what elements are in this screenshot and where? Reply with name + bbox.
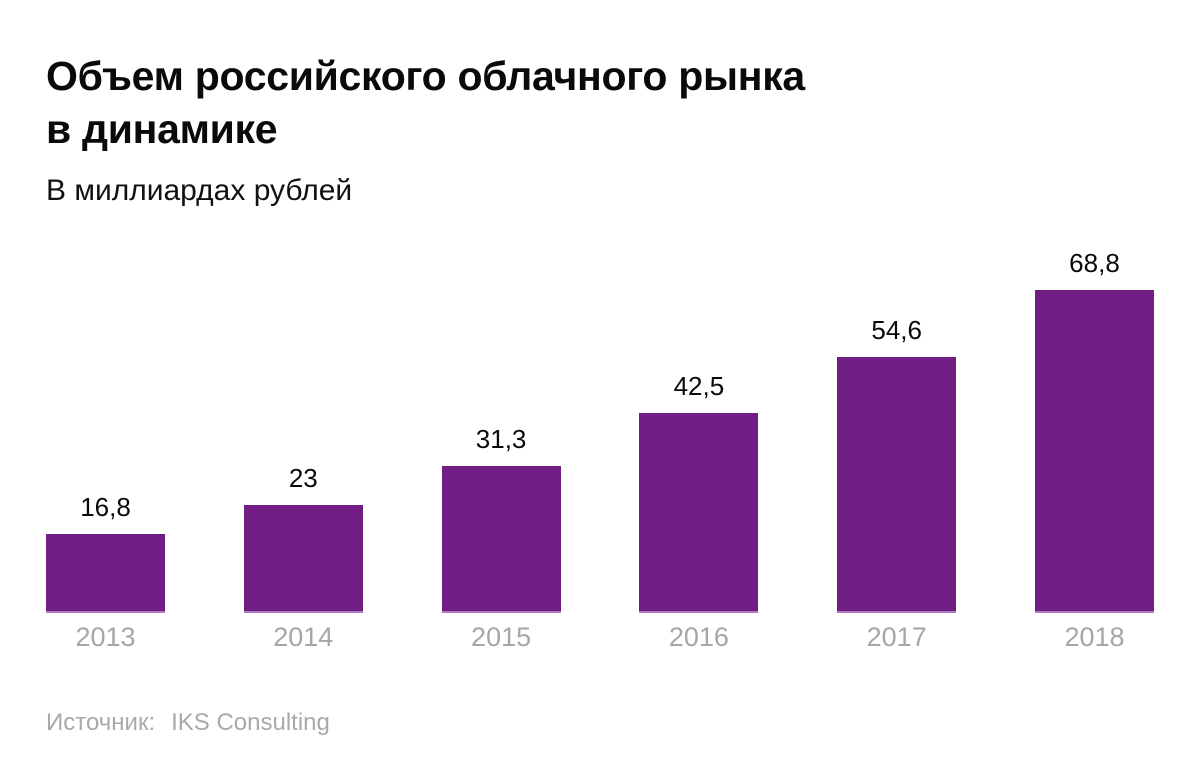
bar-2017 xyxy=(837,357,957,613)
bar-group-2018: 68,8 xyxy=(1034,248,1154,613)
x-axis-tick-2015: 2015 xyxy=(471,622,532,652)
bar-value-label-2015: 31,3 xyxy=(475,424,527,454)
bar-group-2015: 31,3 xyxy=(441,424,561,613)
bar-2018 xyxy=(1034,290,1154,613)
x-axis: 2013 2014 2015 2016 2017 2018 xyxy=(46,622,1154,653)
bar-2014 xyxy=(243,505,363,613)
bar-chart: 16,8 23 31,3 42,5 54,6 68,8 xyxy=(0,250,1200,653)
chart-title: Объем российского облачного рынка в динам… xyxy=(46,50,1154,156)
bar-group-2017: 54,6 xyxy=(837,315,957,613)
bar-group-2013: 16,8 xyxy=(46,494,165,613)
chart-source: Источник: IKS Consulting xyxy=(46,709,1154,737)
bar-2015 xyxy=(441,466,561,613)
bar-value-label-2014: 23 xyxy=(288,463,318,493)
chart-title-line1: Объем российского облачного рынка xyxy=(46,53,805,99)
bar-group-2016: 42,5 xyxy=(639,371,759,613)
x-axis-tick-2017: 2017 xyxy=(866,622,927,652)
bar-group-2014: 23 xyxy=(243,463,363,613)
x-axis-tick-2013: 2013 xyxy=(75,622,136,652)
bar-value-label-2018: 68,8 xyxy=(1069,248,1120,278)
bar-plot-area: 16,8 23 31,3 42,5 54,6 68,8 xyxy=(46,250,1154,613)
source-name: IKS Consulting xyxy=(171,709,330,736)
x-axis-tick-2016: 2016 xyxy=(668,622,729,652)
chart-title-line2: в динамике xyxy=(46,106,278,152)
x-axis-tick-2014: 2014 xyxy=(273,622,334,652)
x-axis-tick-2018: 2018 xyxy=(1064,622,1125,652)
chart-header: Объем российского облачного рынка в динам… xyxy=(0,0,1200,208)
bar-value-label-2016: 42,5 xyxy=(673,371,725,401)
bar-value-label-2013: 16,8 xyxy=(80,492,131,522)
bar-value-label-2017: 54,6 xyxy=(871,315,922,345)
source-label: Источник: xyxy=(46,709,156,736)
bar-2016 xyxy=(639,413,759,613)
bar-2013 xyxy=(46,534,165,613)
chart-subtitle: В миллиардах рублей xyxy=(46,174,353,207)
